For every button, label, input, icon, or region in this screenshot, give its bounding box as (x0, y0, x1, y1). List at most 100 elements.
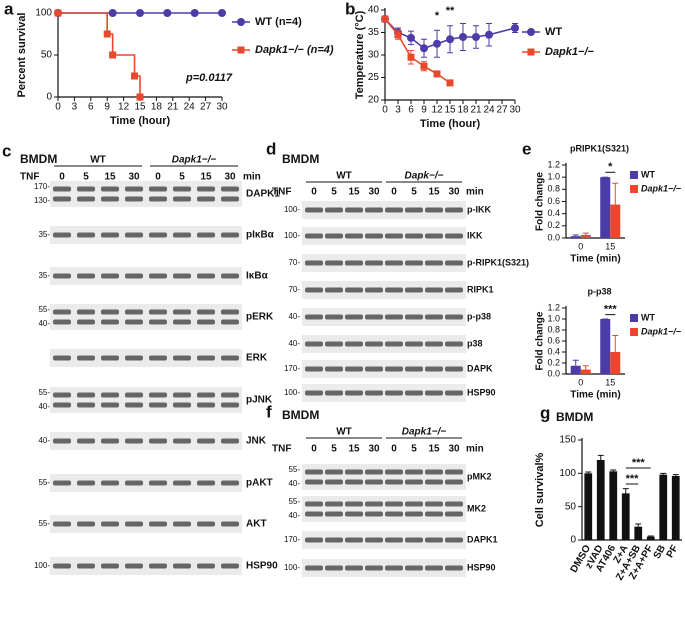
x-tick-label: 27 (200, 102, 212, 113)
blot-band (425, 341, 443, 347)
blot-band (149, 309, 167, 315)
blot-band (385, 501, 403, 507)
bar (634, 526, 643, 540)
error-bar (612, 182, 619, 205)
blot-band (325, 341, 343, 347)
blot-band (197, 232, 215, 238)
blot-band (197, 309, 215, 315)
bar (600, 177, 611, 238)
bar (621, 493, 630, 540)
blot-band (325, 479, 343, 485)
blot-band (445, 233, 463, 239)
blot-band (325, 207, 343, 213)
y-tick-label: 0.2 (547, 357, 560, 367)
blot-band (53, 480, 71, 486)
blot-band (325, 366, 343, 372)
series-line (384, 18, 516, 50)
blot-band (77, 563, 95, 569)
x-tick-label: 6 (88, 102, 94, 113)
blot-band (101, 392, 119, 398)
blot-band (173, 355, 191, 361)
blot-band (385, 565, 403, 571)
legend-label: Dapk1−/− (641, 183, 682, 193)
blot-band (445, 260, 463, 266)
marker (394, 31, 402, 39)
blot-band (445, 207, 463, 213)
legend-label: WT (641, 169, 655, 179)
blot-band (345, 314, 363, 320)
error-bar (572, 234, 579, 237)
blot-band (53, 355, 71, 361)
y-axis-label: Temperature (°C) (354, 10, 366, 99)
annotation: *** (626, 473, 640, 485)
marker (54, 9, 62, 17)
blot-band (345, 537, 363, 543)
blot-band (101, 186, 119, 192)
blot-band (101, 563, 119, 569)
blot-band (149, 355, 167, 361)
y-tick-label: 25 (368, 72, 380, 83)
mw-marker: 70- (288, 285, 300, 294)
blot-band (173, 309, 191, 315)
blot-band (405, 390, 423, 396)
x-tick-label: 21 (470, 105, 482, 116)
blot-band (385, 390, 403, 396)
blot-band (445, 390, 463, 396)
blot-band (405, 511, 423, 517)
blot-band (173, 319, 191, 325)
blot-band (77, 186, 95, 192)
blot-band (425, 233, 443, 239)
legend-label: Dapk1−/− (n=4) (255, 44, 334, 56)
blot-strip (302, 254, 466, 272)
blot-band (149, 273, 167, 279)
blot-band (149, 186, 167, 192)
blot-band (325, 469, 343, 475)
time-label: 15 (200, 172, 212, 183)
blot-band (425, 479, 443, 485)
blot-band (77, 273, 95, 279)
error-bar (582, 365, 589, 370)
blot-band (345, 469, 363, 475)
blot-band (77, 480, 95, 486)
y-tick-label: 30 (368, 50, 380, 61)
protein-label: AKT (246, 519, 267, 530)
blot-band (305, 233, 323, 239)
marker (433, 39, 441, 48)
blot-band (445, 537, 463, 543)
blot-band (405, 501, 423, 507)
protein-label: DAPK (467, 363, 493, 373)
panel-letter: e (522, 139, 531, 158)
blot-band (149, 196, 167, 202)
mw-marker: 55- (38, 478, 50, 487)
blot-band (197, 402, 215, 408)
blot-strip (302, 335, 466, 353)
blot-band (173, 402, 191, 408)
blot-band (149, 319, 167, 325)
blot-band (149, 521, 167, 527)
blot-band (101, 438, 119, 444)
time-label: 5 (179, 172, 185, 183)
bar (646, 536, 655, 540)
error-bar (582, 232, 589, 235)
y-tick-label: 0.0 (547, 368, 560, 378)
protein-label: JNK (246, 436, 267, 447)
blot-band (325, 501, 343, 507)
blot-band (197, 438, 215, 444)
y-axis-label: Fold change (535, 311, 546, 370)
blot-band (425, 260, 443, 266)
y-tick-label: 1.2 (547, 159, 560, 169)
panel-letter: d (266, 139, 276, 158)
legend-label: Dapk1−/− (545, 46, 594, 58)
blot-band (53, 319, 71, 325)
y-tick-label: 50 (41, 50, 53, 61)
blot-strip (302, 531, 466, 549)
y-axis-label: Fold change (535, 172, 546, 231)
blot-band (221, 309, 239, 315)
protein-label: DAPK1 (246, 189, 280, 200)
legend-label: WT (n=4) (255, 16, 302, 28)
blot-band (173, 186, 191, 192)
blot-band (445, 501, 463, 507)
marker (103, 30, 111, 38)
blot-band (365, 341, 383, 347)
protein-label: pIκBα (246, 230, 275, 241)
